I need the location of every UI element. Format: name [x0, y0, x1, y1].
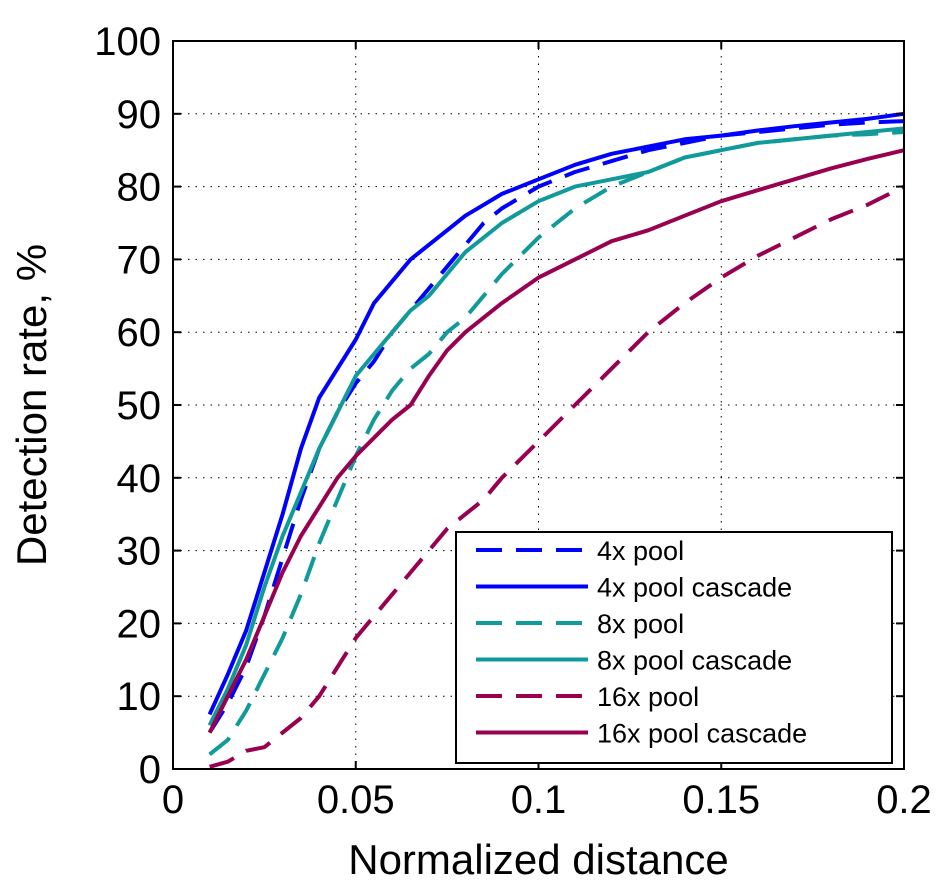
- legend-label-8x-pool: 8x pool: [597, 609, 684, 639]
- y-tick-label: 10: [117, 675, 162, 719]
- legend: 4x pool 4x pool cascade 8x pool 8x pool cas…: [455, 531, 893, 764]
- y-tick-label: 0: [139, 748, 161, 792]
- series-16x-pool-cascade: [207, 148, 905, 734]
- ticks: 0 0.05 0.1 0.15 0.2 0 10 20 30 40 50 60 70 80 90 100: [94, 20, 932, 822]
- y-tick-label: 100: [94, 20, 161, 64]
- y-axis-label: Detection rate, %: [8, 244, 55, 566]
- legend-label-16x-pool-cascade: 16x pool cascade: [597, 719, 807, 749]
- y-tick-label: 40: [117, 457, 162, 501]
- legend-label-4x-pool-cascade: 4x pool cascade: [597, 573, 792, 603]
- legend-box: [455, 531, 893, 764]
- series-lines: [207, 111, 905, 769]
- x-tick-label: 0: [162, 778, 184, 822]
- legend-label-4x-pool: 4x pool: [597, 536, 684, 566]
- series-4x-pool-cascade: [207, 111, 905, 716]
- y-tick-label: 60: [117, 311, 162, 355]
- legend-label-16x-pool: 16x pool: [597, 682, 699, 712]
- x-tick-label: 0.05: [317, 778, 395, 822]
- y-tick-label: 70: [117, 238, 162, 282]
- legend-label-8x-pool-cascade: 8x pool cascade: [597, 646, 792, 676]
- y-tick-label: 20: [117, 602, 162, 646]
- x-axis-label: Normalized distance: [348, 836, 729, 883]
- y-tick-label: 90: [117, 93, 162, 137]
- x-tick-label: 0.1: [511, 778, 567, 822]
- x-tick-label: 0.15: [682, 778, 760, 822]
- y-tick-label: 80: [117, 166, 162, 210]
- y-tick-label: 30: [117, 530, 162, 574]
- y-tick-label: 50: [117, 384, 162, 428]
- grid: [173, 41, 904, 769]
- series-8x-pool-cascade: [207, 126, 905, 727]
- x-tick-label: 0.2: [876, 778, 932, 822]
- series-16x-pool: [209, 184, 905, 769]
